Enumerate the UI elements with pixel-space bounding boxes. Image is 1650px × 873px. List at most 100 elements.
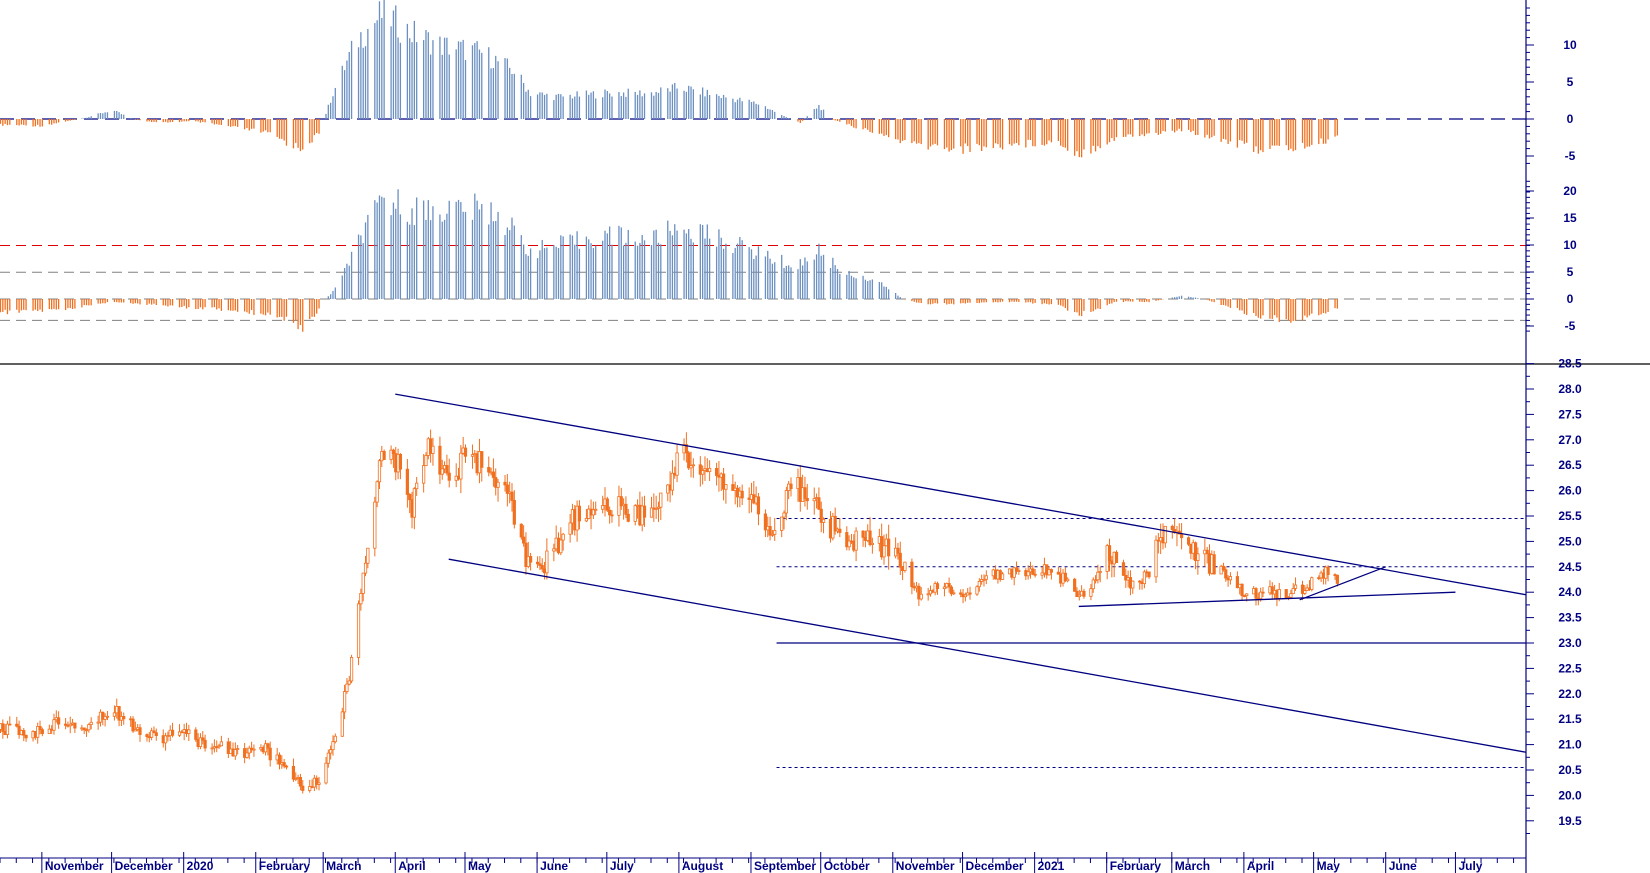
candle-body bbox=[601, 505, 605, 510]
candle-body bbox=[470, 454, 475, 457]
candle-body bbox=[833, 515, 837, 532]
candle-body bbox=[298, 776, 303, 787]
candle-body bbox=[1031, 568, 1035, 575]
candle-body bbox=[1089, 588, 1093, 597]
candle-body bbox=[431, 445, 435, 454]
candle-body bbox=[740, 490, 744, 499]
candle-body bbox=[496, 481, 500, 488]
candle-body bbox=[447, 472, 451, 481]
candle-body bbox=[626, 513, 630, 522]
candle-body bbox=[1026, 571, 1030, 577]
candle-body bbox=[854, 530, 858, 551]
y-tick-label: 15 bbox=[1563, 211, 1577, 225]
x-tick-label: March bbox=[326, 859, 361, 873]
candle-body bbox=[96, 721, 100, 724]
candle-body bbox=[1154, 539, 1158, 578]
candle-body bbox=[731, 484, 735, 491]
candle-body bbox=[329, 749, 333, 754]
candle-body bbox=[315, 777, 319, 785]
candle-body bbox=[1291, 588, 1295, 595]
candle-body bbox=[519, 523, 523, 538]
candle-body bbox=[1310, 577, 1314, 590]
candle-body bbox=[1196, 553, 1200, 561]
candle-body bbox=[326, 752, 330, 764]
candle-body bbox=[177, 731, 182, 736]
candle-body bbox=[373, 501, 377, 549]
candle-body bbox=[789, 483, 793, 490]
candle-body bbox=[73, 722, 77, 729]
candle-body bbox=[898, 552, 902, 568]
x-tick-label: May bbox=[468, 859, 492, 873]
candle-body bbox=[145, 734, 149, 738]
candle-body bbox=[154, 732, 158, 737]
candle-body bbox=[624, 503, 628, 515]
candle-body bbox=[984, 575, 988, 580]
candle-body bbox=[68, 723, 72, 727]
candle-body bbox=[535, 561, 540, 565]
candle-body bbox=[491, 471, 496, 478]
candle-body bbox=[424, 455, 428, 467]
candle-body bbox=[821, 518, 826, 523]
candle-body bbox=[170, 729, 175, 736]
candle-body bbox=[187, 729, 191, 734]
candle-body bbox=[445, 465, 449, 474]
y-tick-label: 24.0 bbox=[1558, 585, 1582, 599]
x-tick-label: May bbox=[1317, 859, 1341, 873]
candle-body bbox=[784, 490, 788, 514]
candle-body bbox=[117, 706, 121, 721]
candle-body bbox=[1180, 533, 1184, 539]
candle-body bbox=[382, 451, 386, 460]
candle-body bbox=[440, 468, 444, 475]
candle-body bbox=[1014, 567, 1019, 572]
x-tick-label: March bbox=[1175, 859, 1210, 873]
y-tick-label: -5 bbox=[1565, 149, 1576, 163]
candle-body bbox=[1033, 573, 1037, 576]
candle-body bbox=[608, 509, 612, 516]
candle-body bbox=[1205, 549, 1209, 555]
candle-body bbox=[101, 711, 105, 720]
candle-body bbox=[845, 532, 849, 548]
candle-body bbox=[947, 583, 951, 588]
candle-body bbox=[282, 762, 286, 767]
candle-body bbox=[412, 488, 416, 518]
candle-body bbox=[1212, 554, 1216, 575]
candle-body bbox=[308, 786, 312, 791]
x-tick-label: April bbox=[1247, 859, 1274, 873]
y-tick-label: 28.0 bbox=[1558, 382, 1582, 396]
candle-body bbox=[266, 743, 270, 749]
oscillator-1-panel bbox=[0, 0, 1526, 158]
candle-body bbox=[217, 745, 221, 748]
candle-body bbox=[1017, 570, 1021, 572]
candle-body bbox=[870, 542, 874, 545]
candle-body bbox=[1228, 576, 1233, 581]
candle-body bbox=[210, 747, 214, 750]
candle-body bbox=[1056, 571, 1060, 575]
candle-body bbox=[349, 657, 354, 682]
candle-body bbox=[152, 730, 156, 734]
candle-body bbox=[1096, 571, 1100, 581]
candle-body bbox=[780, 516, 784, 531]
y-tick-label: 25.5 bbox=[1558, 509, 1582, 523]
candle-body bbox=[817, 497, 821, 510]
candle-body bbox=[584, 518, 589, 522]
candle-body bbox=[633, 505, 637, 522]
y-tick-label: 20.5 bbox=[1558, 763, 1582, 777]
candle-body bbox=[480, 451, 484, 468]
candle-body bbox=[659, 492, 663, 508]
candle-body bbox=[405, 468, 409, 495]
x-tick-label: June bbox=[1389, 859, 1417, 873]
candle-body bbox=[1235, 576, 1239, 589]
candle-body bbox=[503, 481, 507, 486]
candle-body bbox=[1107, 545, 1112, 562]
candle-body bbox=[1082, 590, 1086, 597]
candle-body bbox=[40, 729, 44, 734]
candle-body bbox=[545, 550, 549, 574]
candle-body bbox=[1077, 594, 1081, 598]
candle-body bbox=[398, 453, 403, 470]
candle-body bbox=[1138, 580, 1142, 583]
candle-body bbox=[805, 497, 809, 502]
candle-body bbox=[487, 466, 491, 473]
candle-body bbox=[359, 593, 363, 605]
candle-body bbox=[294, 778, 298, 780]
